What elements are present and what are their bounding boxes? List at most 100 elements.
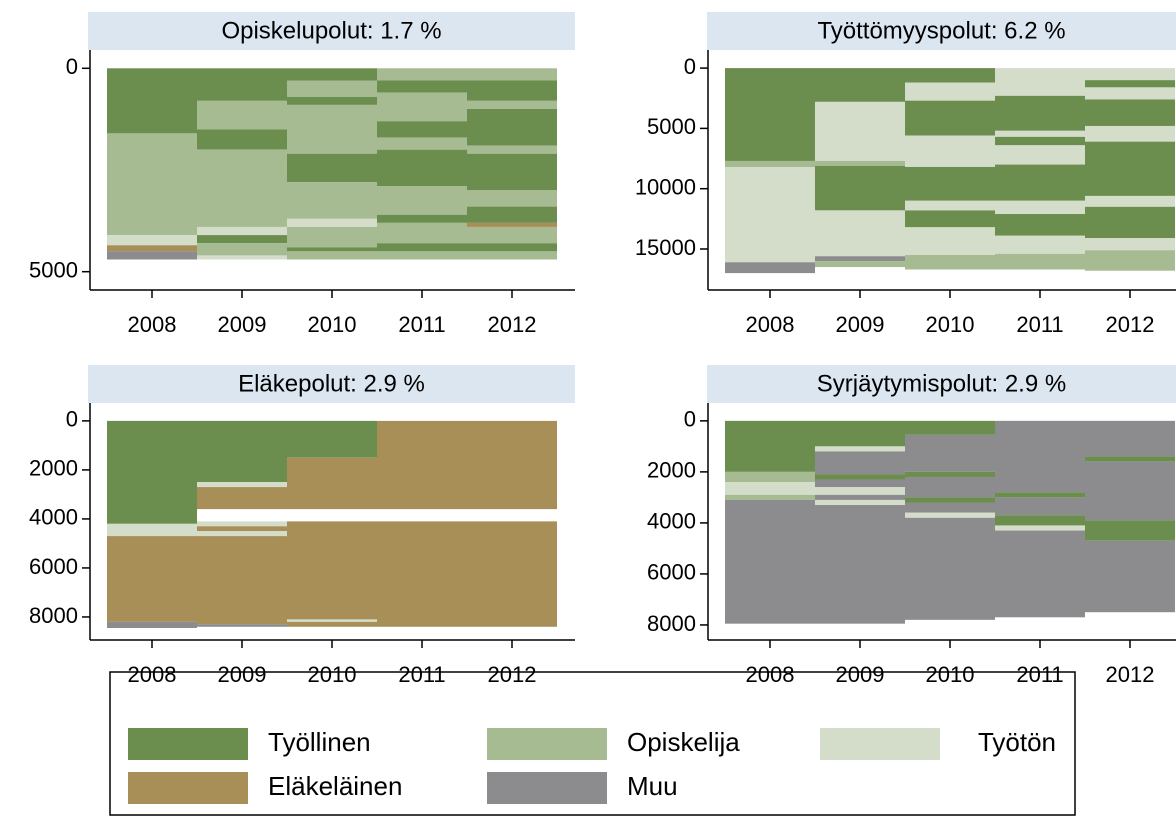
sequence-segment (815, 261, 905, 268)
sequence-segment (197, 531, 287, 537)
y-tick-label: 4000 (29, 505, 78, 530)
sequence-segment (905, 200, 995, 211)
sequence-segment (905, 100, 995, 136)
sequence-segment (287, 251, 377, 260)
sequence-segment (197, 526, 287, 532)
x-tick-label: 2008 (128, 662, 177, 687)
sequence-segment (467, 153, 557, 191)
sequence-segment (287, 457, 377, 510)
sequence-segment (287, 247, 377, 252)
sequence-segment (815, 487, 905, 495)
sequence-segment (1085, 520, 1175, 541)
y-tick-label: 15000 (635, 235, 696, 260)
sequence-segment (107, 523, 197, 537)
sequence-segment (725, 262, 815, 274)
y-tick-label: 4000 (647, 509, 696, 534)
panel-title: Syrjäytymispolut: 2.9 % (817, 370, 1066, 397)
sequence-segment (815, 256, 905, 262)
sequence-segment (815, 165, 905, 211)
sequence-segment (467, 521, 557, 627)
sequence-segment (287, 96, 377, 105)
x-tick-label: 2011 (1016, 662, 1063, 687)
x-tick-label: 2009 (836, 312, 885, 337)
sequence-segment (197, 521, 287, 527)
sequence-segment (725, 68, 815, 161)
sequence-segment (995, 130, 1085, 137)
sequence-segment (377, 214, 467, 223)
sequence-segment (197, 129, 287, 150)
sequence-segment (197, 149, 287, 227)
sequence-segment (905, 476, 995, 498)
sequence-segment (905, 497, 995, 503)
sequence-segment (995, 235, 1085, 254)
sequence-segment (995, 136, 1085, 146)
sequence-segment (725, 482, 815, 495)
y-tick-label: 8000 (647, 611, 696, 636)
legend-swatch (487, 728, 607, 760)
sequence-segment (815, 68, 905, 102)
sequence-segment (287, 218, 377, 227)
x-tick-label: 2008 (128, 312, 177, 337)
sequence-segment (995, 253, 1085, 270)
sequence-segment (905, 502, 995, 513)
y-tick-label: 6000 (29, 554, 78, 579)
x-tick-label: 2012 (488, 662, 537, 687)
x-tick-label: 2011 (1016, 312, 1063, 337)
x-tick-label: 2009 (218, 662, 267, 687)
sequence-segment (905, 210, 995, 228)
sequence-segment (377, 137, 467, 150)
sequence-segment (107, 133, 197, 236)
sequence-segment (995, 530, 1085, 618)
legend-swatch (128, 728, 248, 760)
panel-title-box (88, 12, 575, 50)
sequence-segment (197, 487, 287, 510)
panel-title: Työttömyyspolut: 6.2 % (817, 17, 1065, 44)
sequence-segment (377, 222, 467, 244)
sequence-segment (905, 166, 995, 201)
x-tick-label: 2011 (398, 312, 445, 337)
y-tick-label: 2000 (647, 458, 696, 483)
sequence-segment (815, 505, 905, 624)
panel-title-box (707, 365, 1176, 403)
y-tick-label: 8000 (29, 603, 78, 628)
sequence-segment (197, 235, 287, 244)
sequence-segment (815, 494, 905, 500)
sequence-segment (905, 471, 995, 477)
sequence-segment (905, 135, 995, 167)
y-tick-label: 6000 (647, 560, 696, 585)
sequence-segment (1085, 195, 1175, 207)
sequence-segment (197, 624, 287, 627)
sequence-segment (377, 68, 467, 81)
x-tick-label: 2009 (836, 662, 885, 687)
sequence-segment (197, 420, 287, 483)
y-tick-label: 10000 (635, 175, 696, 200)
panel-title-box (88, 365, 575, 403)
sequence-segment (197, 100, 287, 130)
sequence-segment (287, 104, 377, 154)
panel-title-box (707, 12, 1176, 50)
sequence-segment (1085, 238, 1175, 251)
x-tick-label: 2012 (1106, 662, 1155, 687)
sequence-segment (815, 446, 905, 452)
sequence-segment (197, 536, 287, 625)
sequence-segment (197, 68, 287, 101)
sequence-segment (725, 499, 815, 624)
sequence-segment (377, 92, 467, 122)
sequence-segment (1085, 68, 1175, 81)
legend-label: Eläkeläinen (268, 771, 402, 801)
legend-label: Opiskelija (627, 727, 740, 757)
y-tick-label: 0 (684, 407, 696, 432)
legend-swatch (487, 772, 607, 804)
legend-label: Työllinen (268, 727, 371, 757)
y-tick-label: 5000 (647, 114, 696, 139)
x-tick-label: 2008 (746, 662, 795, 687)
sequence-segment (725, 471, 815, 483)
sequence-segment (725, 160, 815, 167)
sequence-segment (377, 420, 467, 510)
sequence-segment (107, 536, 197, 622)
sequence-segment (377, 121, 467, 138)
y-tick-label: 0 (684, 54, 696, 79)
sequence-segment (287, 182, 377, 219)
sequence-segment (995, 525, 1085, 531)
legend-swatch (820, 728, 940, 760)
